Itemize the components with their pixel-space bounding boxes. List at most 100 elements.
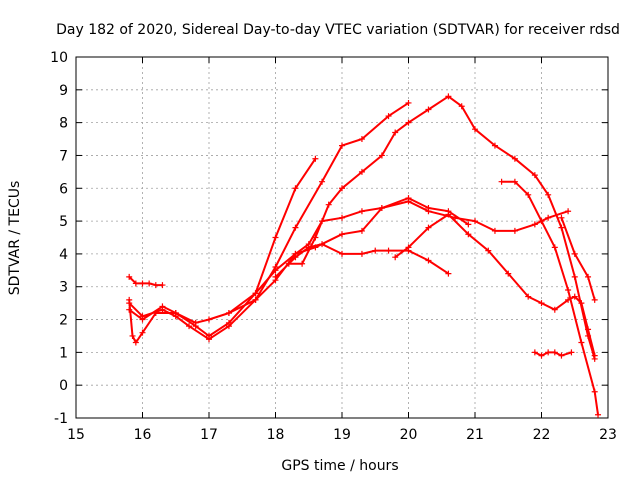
series-line [560,216,596,301]
x-tick-label: 15 [67,427,85,443]
data-point [511,155,518,162]
data-point [152,282,159,289]
data-point [325,201,332,208]
data-point [458,103,465,110]
data-point [565,287,572,294]
data-point [405,99,412,106]
data-point [538,352,545,359]
data-point [425,224,432,231]
data-point [225,309,232,316]
data-point [578,300,585,307]
data-point [292,224,299,231]
x-axis-label: GPS time / hours [281,458,398,474]
data-point [591,388,598,395]
data-point [292,254,299,261]
data-point [585,326,592,333]
data-point [252,290,259,297]
x-tick-label: 17 [200,427,218,443]
data-point [405,119,412,126]
data-point [545,349,552,356]
data-point [511,227,518,234]
data-point [339,142,345,149]
data-point [126,273,133,280]
data-point [591,296,598,303]
data-point [591,352,598,359]
y-tick-label: 1 [59,345,68,361]
data-point [531,172,538,179]
data-point [445,270,452,277]
x-tick-label: 19 [333,427,351,443]
data-point [571,273,578,280]
data-point [472,218,478,225]
data-point [571,293,578,300]
data-point [206,316,212,323]
data-point [425,257,432,264]
y-tick-label: 4 [59,247,68,263]
data-point [285,260,292,267]
series-track-j [558,214,598,303]
data-point [538,218,545,225]
data-point [595,411,602,418]
data-point [551,244,558,251]
data-point [511,178,518,185]
chart-title: Day 182 of 2020, Sidereal Day-to-day VTE… [56,22,620,38]
data-point [292,185,299,192]
data-point [132,339,139,346]
data-point [272,234,279,241]
data-point [578,339,585,346]
data-point [339,185,345,192]
data-point [159,303,166,310]
data-point [358,136,365,143]
data-point [358,168,365,175]
data-point [139,329,146,336]
data-point [491,227,498,234]
data-point [545,214,552,221]
series-track-k [531,349,575,359]
data-point [545,191,552,198]
data-point [558,224,565,231]
y-tick-label: 10 [50,50,68,66]
data-point [558,214,565,221]
data-point [319,241,326,248]
series-track-a [126,273,166,289]
series-track-i [498,178,602,418]
data-point [538,300,545,307]
y-tick-label: 8 [59,116,68,132]
data-point [312,234,319,241]
data-point [565,208,572,215]
series-track-f [272,241,452,280]
data-point [312,155,319,162]
series-track-h [392,211,598,359]
data-point [299,260,306,267]
data-point [425,106,432,113]
x-tick-label: 22 [533,427,551,443]
y-tick-label: -1 [54,411,68,427]
data-point [126,300,133,307]
data-point [192,319,199,326]
x-tick-label: 20 [400,427,418,443]
data-point [358,250,365,257]
data-point [132,280,139,287]
data-point [378,152,385,159]
data-point [465,221,472,228]
data-point [491,142,498,149]
series-line [394,213,596,357]
data-point [339,214,345,221]
y-tick-label: 0 [59,378,68,394]
data-point [206,336,212,343]
data-point [372,247,379,254]
grid [76,57,608,418]
data-point [146,280,153,287]
data-point [445,93,452,100]
data-point [129,332,136,339]
series-layer [126,93,602,418]
data-point [392,254,399,261]
y-tick-label: 2 [59,313,68,329]
series-track-g [285,93,598,362]
data-point [225,323,232,330]
data-point [385,113,392,120]
x-tick-label: 16 [134,427,152,443]
data-point [319,178,326,185]
